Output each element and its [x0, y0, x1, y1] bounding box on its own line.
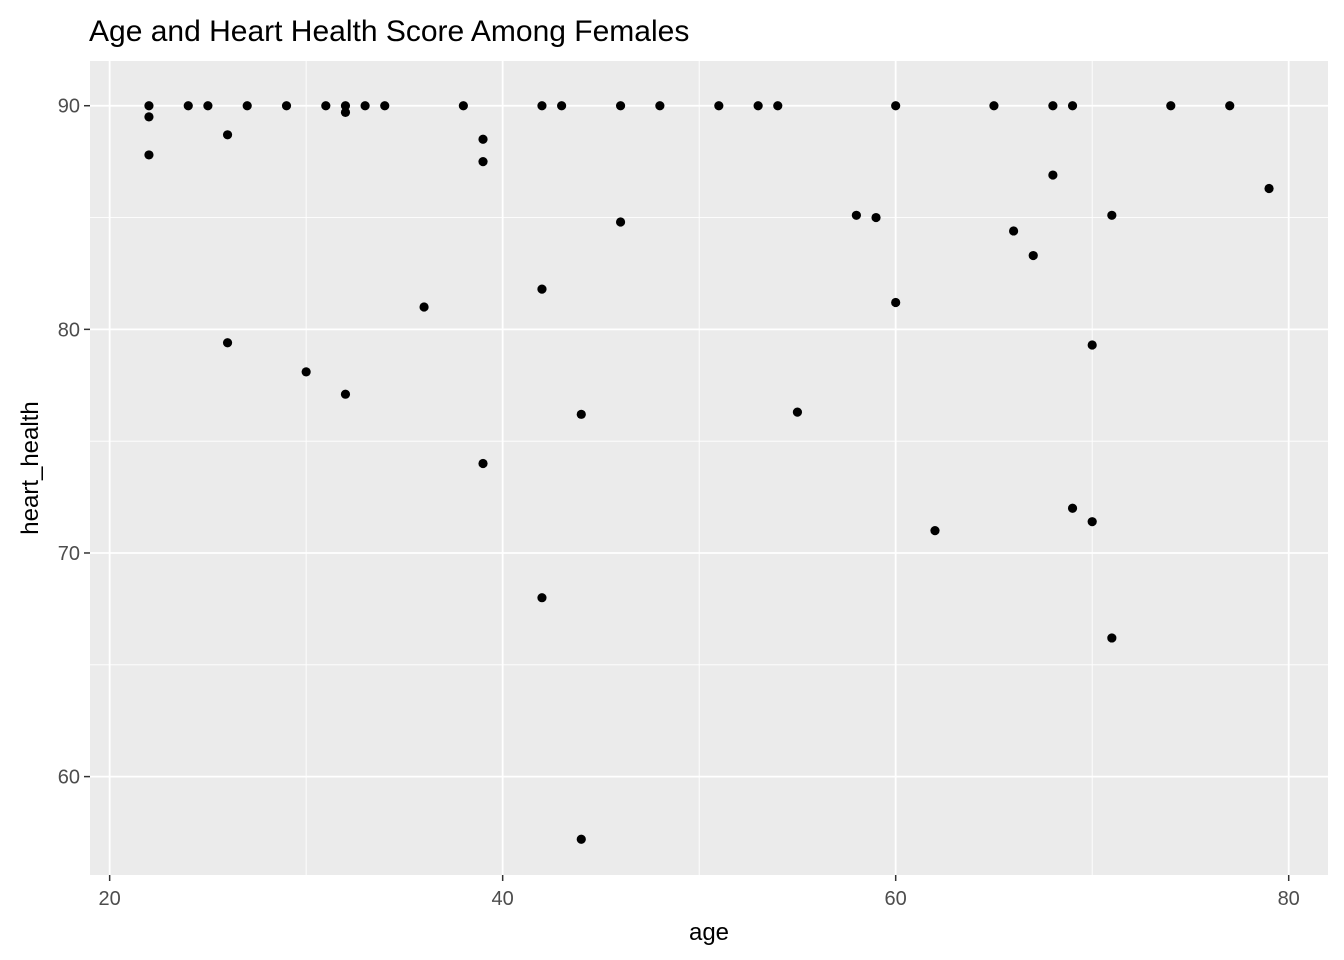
data-point — [242, 101, 252, 111]
data-point — [458, 101, 468, 111]
data-point — [537, 593, 547, 603]
y-tick-label: 80 — [58, 319, 80, 341]
data-point — [1087, 340, 1097, 350]
data-point — [655, 101, 665, 111]
data-point — [537, 284, 547, 294]
data-point — [1048, 170, 1058, 180]
data-point — [360, 101, 370, 111]
data-point — [281, 101, 292, 111]
y-tick-label: 90 — [58, 96, 80, 118]
data-point — [1225, 101, 1235, 111]
x-tick-label: 40 — [492, 888, 514, 910]
data-point — [1107, 633, 1117, 643]
x-tick-label: 80 — [1278, 888, 1300, 910]
data-point — [478, 134, 488, 144]
data-point — [222, 338, 233, 348]
data-point — [203, 101, 213, 111]
data-point — [989, 101, 999, 111]
data-point — [871, 212, 881, 223]
x-tick-label: 60 — [885, 888, 907, 910]
data-point — [1107, 210, 1117, 220]
data-point — [380, 101, 390, 111]
data-point — [891, 101, 901, 111]
data-point — [1067, 101, 1078, 111]
data-point — [144, 150, 154, 160]
data-point — [930, 526, 940, 536]
data-point — [1067, 503, 1078, 513]
data-point — [615, 101, 626, 111]
data-point — [753, 101, 763, 111]
data-point — [1087, 517, 1097, 527]
data-point — [144, 101, 154, 111]
data-point — [773, 101, 783, 111]
data-points — [144, 101, 1274, 844]
data-point — [301, 367, 311, 377]
data-point — [144, 112, 154, 122]
data-point — [792, 407, 803, 417]
major-gridlines — [90, 61, 1328, 875]
minor-gridlines — [90, 61, 1328, 875]
x-axis-tick-labels: 20 40 60 80 — [99, 888, 1300, 910]
plot-panel — [90, 61, 1328, 875]
y-axis-title: heart_health — [17, 401, 44, 534]
data-point — [340, 389, 351, 399]
x-axis-title: age — [689, 919, 729, 946]
chart-title: Age and Heart Health Score Among Females — [89, 15, 689, 48]
data-point — [1264, 183, 1274, 194]
x-tick-label: 20 — [99, 888, 121, 910]
data-point — [419, 302, 429, 312]
data-point — [851, 210, 861, 220]
data-point — [478, 458, 488, 469]
data-point — [615, 217, 626, 227]
y-tick-label: 60 — [58, 767, 80, 789]
data-point — [321, 101, 331, 111]
data-point — [576, 409, 586, 419]
data-point — [537, 101, 547, 111]
data-point — [478, 157, 488, 167]
data-point — [340, 101, 351, 111]
axis-ticks — [84, 104, 1290, 881]
data-point — [183, 101, 193, 111]
y-tick-label: 70 — [58, 543, 80, 565]
data-point — [576, 834, 586, 844]
data-point — [222, 130, 233, 140]
data-point — [714, 101, 724, 111]
data-point — [1048, 101, 1058, 111]
data-point — [340, 107, 351, 118]
data-point — [557, 101, 567, 111]
data-point — [1008, 226, 1019, 236]
data-point — [1166, 101, 1176, 111]
y-axis-tick-labels: 60 70 80 90 — [58, 96, 80, 789]
data-point — [891, 297, 901, 308]
data-point — [1028, 250, 1038, 261]
